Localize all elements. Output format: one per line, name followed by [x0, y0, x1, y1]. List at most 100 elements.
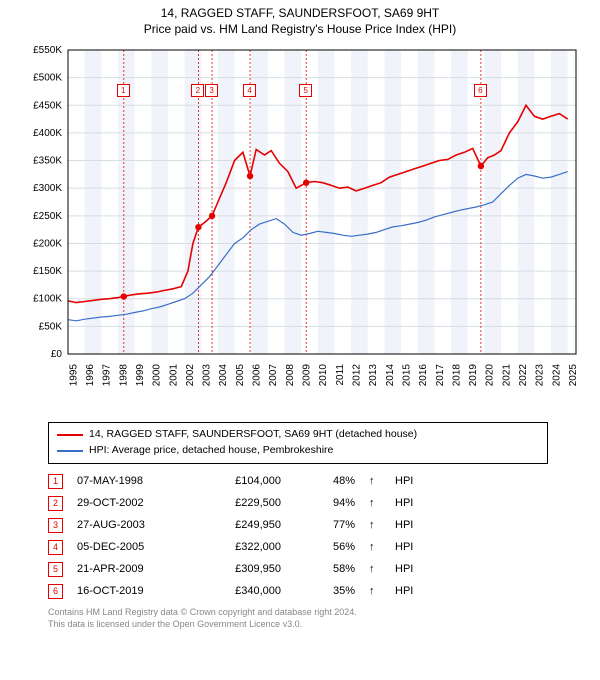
transaction-price: £249,950 — [201, 519, 281, 531]
transaction-hpi-label: HPI — [395, 541, 425, 553]
legend-swatch — [57, 434, 83, 436]
svg-text:2010: 2010 — [318, 364, 329, 387]
svg-text:2016: 2016 — [418, 364, 429, 387]
transaction-row: 4 05-DEC-2005 £322,000 56% ↑ HPI — [48, 540, 548, 555]
svg-text:£300K: £300K — [33, 183, 62, 194]
svg-text:2002: 2002 — [185, 364, 196, 387]
transaction-marker-label: 3 — [205, 84, 218, 97]
transaction-hpi-label: HPI — [395, 563, 425, 575]
transaction-price: £322,000 — [201, 541, 281, 553]
svg-text:2023: 2023 — [535, 364, 546, 387]
svg-text:£150K: £150K — [33, 266, 62, 277]
arrow-up-icon: ↑ — [369, 541, 381, 553]
chart-area: £0£50K£100K£150K£200K£250K£300K£350K£400… — [20, 44, 580, 414]
transaction-badge: 3 — [48, 518, 63, 533]
title-line-1: 14, RAGGED STAFF, SAUNDERSFOOT, SA69 9HT — [10, 6, 590, 20]
svg-text:2014: 2014 — [385, 364, 396, 387]
transaction-price: £340,000 — [201, 585, 281, 597]
legend: 14, RAGGED STAFF, SAUNDERSFOOT, SA69 9HT… — [48, 422, 548, 464]
svg-text:2019: 2019 — [468, 364, 479, 387]
transaction-badge: 1 — [48, 474, 63, 489]
svg-text:2000: 2000 — [152, 364, 163, 387]
transaction-marker-label: 4 — [243, 84, 256, 97]
svg-text:2008: 2008 — [285, 364, 296, 387]
arrow-up-icon: ↑ — [369, 497, 381, 509]
svg-text:£0: £0 — [51, 349, 63, 360]
svg-text:2015: 2015 — [401, 364, 412, 387]
arrow-up-icon: ↑ — [369, 585, 381, 597]
transaction-date: 29-OCT-2002 — [77, 497, 187, 509]
svg-text:£200K: £200K — [33, 238, 62, 249]
transaction-percent: 35% — [295, 585, 355, 597]
svg-text:1995: 1995 — [68, 364, 79, 387]
svg-text:2020: 2020 — [485, 364, 496, 387]
svg-text:2018: 2018 — [451, 364, 462, 387]
svg-text:2013: 2013 — [368, 364, 379, 387]
svg-text:2007: 2007 — [268, 364, 279, 387]
transaction-marker-label: 2 — [191, 84, 204, 97]
svg-text:2025: 2025 — [568, 364, 579, 387]
svg-text:1998: 1998 — [118, 364, 129, 387]
transaction-hpi-label: HPI — [395, 497, 425, 509]
svg-text:2021: 2021 — [501, 364, 512, 387]
svg-text:£500K: £500K — [33, 73, 62, 84]
svg-text:£450K: £450K — [33, 100, 62, 111]
svg-text:2022: 2022 — [518, 364, 529, 387]
footer-attribution: Contains HM Land Registry data © Crown c… — [48, 606, 548, 630]
transaction-marker-label: 5 — [299, 84, 312, 97]
legend-row: HPI: Average price, detached house, Pemb… — [57, 443, 539, 459]
svg-text:£550K: £550K — [33, 45, 62, 56]
svg-text:2017: 2017 — [435, 364, 446, 387]
svg-text:1996: 1996 — [85, 364, 96, 387]
transaction-hpi-label: HPI — [395, 519, 425, 531]
transaction-price: £104,000 — [201, 475, 281, 487]
svg-text:2001: 2001 — [168, 364, 179, 387]
title-line-2: Price paid vs. HM Land Registry's House … — [10, 22, 590, 36]
transaction-row: 3 27-AUG-2003 £249,950 77% ↑ HPI — [48, 518, 548, 533]
svg-text:2004: 2004 — [218, 364, 229, 387]
arrow-up-icon: ↑ — [369, 563, 381, 575]
legend-row: 14, RAGGED STAFF, SAUNDERSFOOT, SA69 9HT… — [57, 427, 539, 443]
transaction-date: 27-AUG-2003 — [77, 519, 187, 531]
transaction-price: £229,500 — [201, 497, 281, 509]
svg-text:£250K: £250K — [33, 211, 62, 222]
transaction-row: 5 21-APR-2009 £309,950 58% ↑ HPI — [48, 562, 548, 577]
svg-text:2006: 2006 — [252, 364, 263, 387]
svg-text:2009: 2009 — [302, 364, 313, 387]
arrow-up-icon: ↑ — [369, 519, 381, 531]
transaction-row: 2 29-OCT-2002 £229,500 94% ↑ HPI — [48, 496, 548, 511]
transaction-hpi-label: HPI — [395, 475, 425, 487]
transaction-date: 21-APR-2009 — [77, 563, 187, 575]
transaction-price: £309,950 — [201, 563, 281, 575]
transaction-marker-label: 6 — [474, 84, 487, 97]
svg-text:2024: 2024 — [551, 364, 562, 387]
svg-text:2003: 2003 — [202, 364, 213, 387]
transaction-percent: 94% — [295, 497, 355, 509]
svg-text:2012: 2012 — [351, 364, 362, 387]
transaction-percent: 48% — [295, 475, 355, 487]
transaction-badge: 5 — [48, 562, 63, 577]
svg-text:£100K: £100K — [33, 294, 62, 305]
transaction-date: 16-OCT-2019 — [77, 585, 187, 597]
transaction-percent: 56% — [295, 541, 355, 553]
footer-line-2: This data is licensed under the Open Gov… — [48, 618, 548, 630]
transaction-marker-label: 1 — [117, 84, 130, 97]
transactions-table: 1 07-MAY-1998 £104,000 48% ↑ HPI 2 29-OCT-2002 £… — [48, 474, 548, 599]
transaction-badge: 4 — [48, 540, 63, 555]
svg-text:1997: 1997 — [102, 364, 113, 387]
transaction-date: 07-MAY-1998 — [77, 475, 187, 487]
transaction-hpi-label: HPI — [395, 585, 425, 597]
legend-swatch — [57, 450, 83, 452]
price-chart: £0£50K£100K£150K£200K£250K£300K£350K£400… — [20, 44, 580, 414]
footer-line-1: Contains HM Land Registry data © Crown c… — [48, 606, 548, 618]
svg-text:£400K: £400K — [33, 128, 62, 139]
transaction-badge: 2 — [48, 496, 63, 511]
transaction-row: 1 07-MAY-1998 £104,000 48% ↑ HPI — [48, 474, 548, 489]
transaction-percent: 77% — [295, 519, 355, 531]
svg-text:2005: 2005 — [235, 364, 246, 387]
arrow-up-icon: ↑ — [369, 475, 381, 487]
svg-text:2011: 2011 — [335, 364, 346, 386]
legend-label: HPI: Average price, detached house, Pemb… — [89, 443, 333, 459]
transaction-date: 05-DEC-2005 — [77, 541, 187, 553]
transaction-percent: 58% — [295, 563, 355, 575]
